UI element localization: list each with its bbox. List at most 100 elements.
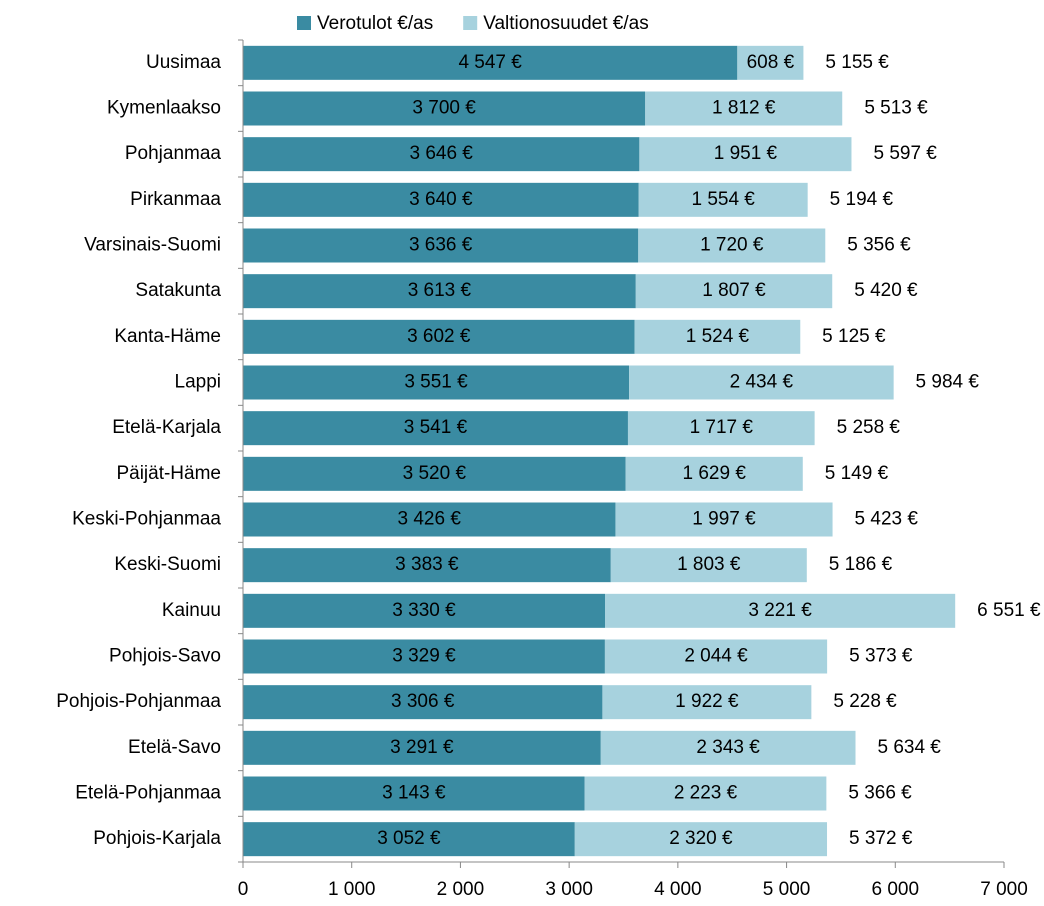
- bar-segment: [645, 91, 843, 126]
- bar-segment: [605, 593, 956, 628]
- bar-segment: [243, 456, 626, 491]
- y-tick-label: Pirkanmaa: [130, 189, 221, 210]
- bar-segment: [243, 182, 639, 217]
- bar-segment: [243, 593, 606, 628]
- y-tick-label: Lappi: [175, 372, 222, 393]
- x-tick-label: 5 000: [763, 879, 811, 900]
- total-label: 5 420 €: [854, 280, 918, 301]
- legend-swatch: [297, 16, 311, 30]
- bar-segment: [243, 776, 585, 811]
- total-label: 5 597 €: [873, 143, 937, 164]
- y-tick-label: Pohjois-Karjala: [93, 828, 221, 849]
- value-label: 3 700 €: [412, 98, 476, 119]
- value-label: 3 551 €: [404, 372, 468, 393]
- value-label: 3 329 €: [392, 646, 456, 667]
- x-tick-label: 2 000: [437, 879, 485, 900]
- bar-segment: [600, 730, 856, 765]
- value-label: 2 343 €: [696, 737, 760, 758]
- value-label: 1 951 €: [714, 143, 778, 164]
- x-tick-label: 1 000: [328, 879, 376, 900]
- value-label: 3 646 €: [409, 143, 473, 164]
- total-label: 5 373 €: [849, 646, 913, 667]
- bar-segment: [627, 411, 815, 446]
- y-tick-label: Satakunta: [135, 280, 221, 301]
- value-label: 1 629 €: [683, 463, 747, 484]
- bar-segment: [243, 91, 646, 126]
- value-label: 1 554 €: [691, 189, 755, 210]
- bar-segment: [635, 274, 833, 309]
- value-label: 3 636 €: [409, 235, 473, 256]
- bar-segment: [634, 319, 801, 354]
- value-label: 3 383 €: [395, 554, 459, 575]
- y-tick-label: Kainuu: [162, 600, 221, 621]
- value-label: 1 997 €: [692, 509, 756, 530]
- bar-segment: [629, 365, 894, 400]
- bar-segment: [243, 365, 630, 400]
- value-label: 3 221 €: [748, 600, 812, 621]
- bar-segment: [243, 411, 628, 446]
- total-label: 5 372 €: [849, 828, 913, 849]
- value-label: 2 320 €: [669, 828, 733, 849]
- y-tick-label: Kymenlaakso: [107, 98, 221, 119]
- value-label: 3 306 €: [391, 691, 455, 712]
- value-label: 3 143 €: [382, 783, 446, 804]
- legend-label: Valtionosuudet €/as: [483, 13, 649, 34]
- x-tick-label: 6 000: [872, 879, 920, 900]
- bar-segment: [243, 319, 635, 354]
- bar-segment: [584, 776, 827, 811]
- value-label: 3 541 €: [404, 417, 468, 438]
- y-tick-label: Pohjanmaa: [125, 143, 222, 164]
- bar-segment: [243, 639, 605, 674]
- value-label: 3 602 €: [407, 326, 471, 347]
- bar-segment: [243, 228, 639, 263]
- value-label: 608 €: [747, 52, 795, 73]
- total-label: 5 125 €: [822, 326, 886, 347]
- bar-segment: [243, 730, 601, 765]
- bar-segment: [604, 639, 828, 674]
- bar-segment: [638, 182, 808, 217]
- value-label: 1 720 €: [700, 235, 764, 256]
- bar-segment: [243, 502, 616, 537]
- value-label: 1 803 €: [677, 554, 741, 575]
- bar-segment: [639, 137, 852, 172]
- total-label: 5 155 €: [825, 52, 889, 73]
- y-tick-label: Uusimaa: [146, 52, 221, 73]
- value-label: 1 717 €: [690, 417, 754, 438]
- y-tick-label: Päijät-Häme: [116, 463, 221, 484]
- legend-swatch: [463, 16, 478, 30]
- value-label: 2 223 €: [674, 783, 738, 804]
- bar-segment: [243, 685, 603, 720]
- total-label: 5 356 €: [847, 235, 911, 256]
- total-label: 5 634 €: [877, 737, 941, 758]
- bar-segment: [243, 45, 738, 80]
- total-label: 5 186 €: [829, 554, 893, 575]
- total-label: 5 423 €: [855, 509, 919, 530]
- x-tick-label: 3 000: [545, 879, 593, 900]
- total-label: 5 258 €: [837, 417, 901, 438]
- y-tick-label: Keski-Suomi: [114, 554, 221, 575]
- bar-segment: [737, 45, 804, 80]
- bar-segment: [602, 685, 812, 720]
- bar-segment: [243, 822, 575, 857]
- x-tick-label: 7 000: [980, 879, 1028, 900]
- y-tick-label: Etelä-Savo: [128, 737, 221, 758]
- y-tick-label: Keski-Pohjanmaa: [72, 509, 221, 530]
- bar-segment: [243, 548, 611, 583]
- bar-segment: [243, 274, 636, 309]
- total-label: 5 513 €: [864, 98, 928, 119]
- value-label: 2 434 €: [730, 372, 794, 393]
- total-label: 5 149 €: [825, 463, 889, 484]
- value-label: 3 052 €: [377, 828, 441, 849]
- value-label: 1 524 €: [686, 326, 750, 347]
- bar-segment: [610, 548, 807, 583]
- total-label: 5 228 €: [833, 691, 897, 712]
- total-label: 5 984 €: [916, 372, 980, 393]
- bar-segment: [615, 502, 833, 537]
- value-label: 3 613 €: [408, 280, 472, 301]
- y-tick-label: Etelä-Karjala: [112, 417, 221, 438]
- bar-segment: [574, 822, 828, 857]
- value-label: 3 520 €: [403, 463, 467, 484]
- y-tick-label: Varsinais-Suomi: [84, 235, 221, 256]
- total-label: 6 551 €: [977, 600, 1041, 621]
